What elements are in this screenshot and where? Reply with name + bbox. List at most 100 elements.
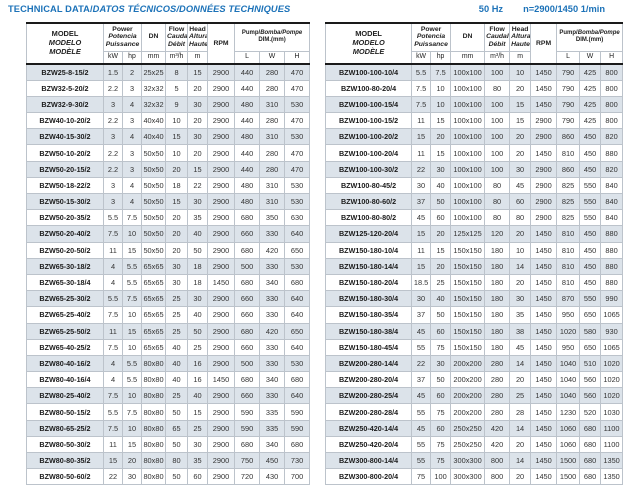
value-cell: 790 — [556, 63, 581, 81]
table-row: BZW150-180-35/4 37 50 150x150 180 35 1450 950 65… — [325, 306, 624, 324]
value-cell: 470 — [284, 112, 311, 130]
value-cell: 3 — [103, 128, 123, 146]
value-cell: 30 — [430, 354, 452, 373]
value-cell: 450 — [579, 144, 602, 162]
value-cell: 35 — [509, 306, 532, 324]
value-cell: 15 — [121, 241, 143, 259]
value-cell: 1350 — [600, 451, 624, 470]
value-cell: 100x100 — [450, 144, 486, 162]
value-cell: 35 — [187, 209, 209, 227]
value-cell: 100 — [484, 63, 511, 81]
value-cell: 480 — [234, 128, 261, 146]
value-cell: 38 — [509, 322, 532, 340]
value-cell: 11 — [411, 144, 432, 162]
value-cell: 180 — [484, 257, 511, 275]
col-header-flow: Flow Caudal Débit — [484, 22, 511, 52]
value-cell: 790 — [556, 95, 581, 114]
value-cell: 65x65 — [141, 306, 167, 324]
value-cell: 950 — [556, 306, 581, 324]
value-cell: 330 — [259, 338, 286, 356]
value-cell: 80x80 — [141, 354, 167, 373]
value-cell: 1500 — [556, 451, 581, 470]
value-cell: 2900 — [207, 63, 236, 81]
value-cell: 5.5 — [103, 290, 123, 308]
value-cell: 530 — [284, 95, 311, 114]
value-cell: 280 — [484, 354, 511, 373]
unit-h: H — [284, 50, 311, 65]
table-row: BZW100-100-10/4 5.5 7.5 100x100 100 10 1450 790… — [325, 63, 624, 81]
table-row: BZW200-280-14/4 22 30 200x200 280 14 1450 1040 5… — [325, 354, 624, 373]
value-cell: 1450 — [207, 371, 236, 389]
table-row: BZW80-25-40/2 7.5 10 80x80 25 40 2900 660 330 640 — [26, 387, 311, 405]
model-cell: BZW150-180-10/4 — [325, 241, 413, 259]
table-row: BZW250-420-20/4 55 75 250x250 420 20 1450 1060 6… — [325, 435, 624, 454]
value-cell: 65x65 — [141, 338, 167, 356]
tables-container: MODEL MODELO MODÈLE Power Potencia Puiss… — [26, 22, 624, 486]
value-cell: 45 — [411, 387, 432, 405]
value-cell: 80x80 — [141, 419, 167, 437]
value-cell: 40 — [187, 225, 209, 243]
value-cell: 15 — [187, 160, 209, 178]
table-row: BZW150-180-20/4 18.5 25 150x150 180 20 1450 810… — [325, 273, 624, 292]
value-cell: 800 — [600, 63, 624, 81]
value-cell: 2900 — [530, 176, 558, 195]
col-header-model: MODEL MODELO MODÈLE — [325, 22, 413, 65]
value-cell: 100 — [484, 128, 511, 146]
value-cell: 310 — [259, 176, 286, 195]
value-cell: 550 — [579, 176, 602, 195]
value-cell: 450 — [579, 257, 602, 275]
model-cell: BZW50-10-20/2 — [26, 144, 104, 162]
value-cell: 37 — [411, 192, 432, 211]
table-row: BZW150-180-45/4 55 75 150x150 180 45 1450 950 65… — [325, 338, 624, 356]
value-cell: 2900 — [207, 128, 236, 146]
value-cell: 1450 — [530, 322, 558, 340]
value-cell: 10 — [430, 79, 452, 97]
value-cell: 25x25 — [141, 63, 167, 81]
model-cell: BZW200-280-25/4 — [325, 387, 413, 405]
model-cell: BZW300-800-20/4 — [325, 468, 413, 486]
table-row: BZW32-9-30/2 3 4 32x32 9 30 2900 480 310 530 — [26, 95, 311, 114]
value-cell: 1040 — [556, 371, 581, 389]
speed-value: n=2900/1450 1/min — [523, 4, 605, 14]
model-cell: BZW50-20-50/2 — [26, 241, 104, 259]
value-cell: 11 — [411, 241, 432, 259]
model-cell: BZW40-15-30/2 — [26, 128, 104, 146]
value-cell: 425 — [579, 79, 602, 97]
model-cell: BZW200-280-20/4 — [325, 371, 413, 389]
value-cell: 20 — [509, 144, 532, 162]
value-cell: 330 — [259, 354, 286, 373]
table-row: BZW32-5-20/2 2.2 3 32x32 5 20 2900 440 280 470 — [26, 79, 311, 97]
value-cell: 425 — [579, 95, 602, 114]
value-cell: 880 — [600, 144, 624, 162]
value-cell: 280 — [259, 63, 286, 81]
value-cell: 1040 — [556, 387, 581, 405]
value-cell: 2900 — [207, 322, 236, 340]
value-cell: 75 — [430, 338, 452, 356]
value-cell: 10 — [509, 63, 532, 81]
value-cell: 50 — [430, 371, 452, 389]
value-cell: 7.5 — [103, 338, 123, 356]
value-cell: 440 — [234, 144, 261, 162]
table-row: BZW40-10-20/2 2.2 3 40x40 10 20 2900 440 280 470 — [26, 112, 311, 130]
value-cell: 880 — [600, 273, 624, 292]
table-row: BZW150-180-38/4 45 60 150x150 180 38 1450 1020 5… — [325, 322, 624, 340]
value-cell: 40x40 — [141, 112, 167, 130]
value-cell: 180 — [484, 322, 511, 340]
table-row: BZW250-420-14/4 45 60 250x250 420 14 1450 1060 6… — [325, 419, 624, 437]
value-cell: 60 — [430, 387, 452, 405]
value-cell: 55 — [411, 338, 432, 356]
value-cell: 80 — [484, 176, 511, 195]
value-cell: 810 — [556, 273, 581, 292]
model-cell: BZW100-100-15/4 — [325, 95, 413, 114]
value-cell: 80 — [509, 209, 532, 227]
value-cell: 7.5 — [103, 306, 123, 324]
value-cell: 7.5 — [121, 209, 143, 227]
value-cell: 2900 — [207, 354, 236, 373]
page-title-en: TECHNICAL DATA/ — [8, 4, 93, 14]
value-cell: 450 — [579, 160, 602, 178]
value-cell: 335 — [259, 403, 286, 421]
value-cell: 2900 — [207, 95, 236, 114]
value-cell: 75 — [430, 403, 452, 421]
value-cell: 330 — [259, 225, 286, 243]
value-cell: 37 — [411, 371, 432, 389]
